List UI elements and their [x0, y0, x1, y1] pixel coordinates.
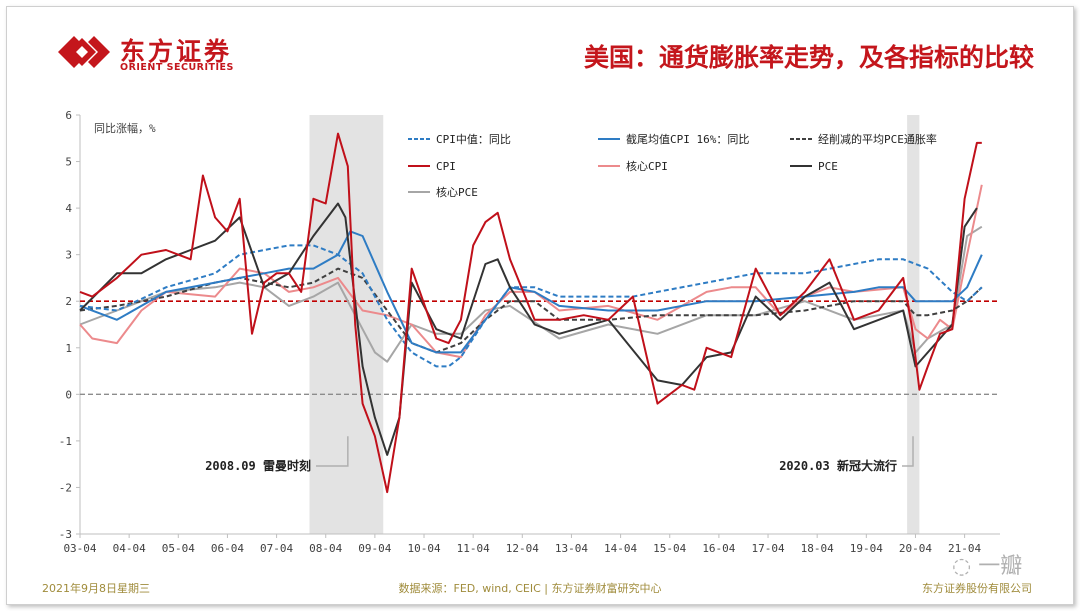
- x-tick-label: 07-04: [260, 542, 293, 555]
- annotation-label-0: 2008.09 雷曼时刻: [205, 458, 311, 473]
- legend-label-5: PCE: [818, 160, 838, 173]
- x-tick-label: 18-04: [801, 542, 834, 555]
- x-tick-label: 11-04: [457, 542, 490, 555]
- x-tick-label: 06-04: [211, 542, 244, 555]
- series-line-1: [79, 230, 983, 354]
- logo-english: ORIENT SECURITIES: [120, 62, 234, 73]
- y-tick-label: 5: [65, 156, 72, 169]
- x-tick-label: 05-04: [162, 542, 195, 555]
- x-tick-label: 15-04: [653, 542, 686, 555]
- y-tick-label: 0: [65, 388, 72, 401]
- footer-date: 2021年9月8日星期三: [42, 582, 150, 595]
- logo-diamond-icon: [58, 36, 110, 68]
- legend-label-4: 核心CPI: [626, 159, 668, 173]
- wechat-icon: ◌: [952, 554, 972, 579]
- series-line-3: [79, 132, 982, 494]
- watermark-text: ◌ 一瓣: [952, 548, 1022, 580]
- x-tick-label: 21-04: [948, 542, 981, 555]
- footer-source: 数据来源：FED, wind, CEIC | 东方证券财富研究中心: [398, 582, 662, 595]
- series-line-6: [79, 225, 983, 363]
- logo-name: 东方证券: [120, 37, 233, 66]
- x-tick-label: 04-04: [113, 542, 146, 555]
- legend-label-3: CPI: [436, 160, 456, 173]
- x-tick-label: 16-04: [702, 542, 735, 555]
- x-tick-label: 14-04: [604, 542, 637, 555]
- y-tick-label: 2: [65, 295, 72, 308]
- y-tick-label: 6: [65, 109, 72, 122]
- x-tick-label: 09-04: [358, 542, 391, 555]
- legend-label-1: 截尾均值CPI 16%：同比: [626, 132, 749, 146]
- x-tick-label: 12-04: [506, 542, 539, 555]
- page-title: 美国：通货膨胀率走势，及各指标的比较: [583, 43, 1034, 72]
- y-tick-label: -3: [59, 528, 72, 541]
- x-tick-label: 03-04: [63, 542, 96, 555]
- watermark-label: 一瓣: [978, 554, 1023, 579]
- x-tick-label: 19-04: [850, 542, 883, 555]
- x-tick-label: 10-04: [407, 542, 440, 555]
- annotation-leader-1: [902, 436, 914, 467]
- annotation-leader-0: [316, 436, 349, 467]
- x-tick-label: 17-04: [751, 542, 784, 555]
- y-tick-label: 3: [65, 249, 72, 262]
- footer-company: 东方证券股份有限公司: [922, 582, 1032, 595]
- y-tick-label: 4: [65, 202, 72, 215]
- x-tick-label: 20-04: [899, 542, 932, 555]
- y-tick-label: 1: [65, 342, 72, 355]
- x-tick-label: 08-04: [309, 542, 342, 555]
- series-line-5: [79, 202, 978, 456]
- legend-label-0: CPI中值：同比: [436, 133, 511, 146]
- series-line-2: [79, 267, 983, 354]
- y-tick-label: -1: [59, 435, 72, 448]
- shaded-period-0: [309, 115, 384, 534]
- annotation-label-1: 2020.03 新冠大流行: [779, 458, 897, 473]
- series-line-0: [79, 244, 983, 368]
- x-tick-label: 13-04: [555, 542, 588, 555]
- y-tick-label: -2: [59, 481, 72, 494]
- legend-label-6: 核心PCE: [436, 185, 478, 199]
- legend-label-2: 经削减的平均PCE通胀率: [818, 132, 937, 146]
- y-axis-label: 同比涨幅，%: [94, 122, 156, 135]
- series-line-4: [79, 184, 983, 359]
- logo: 东方证券 ORIENT SECURITIES: [54, 30, 254, 74]
